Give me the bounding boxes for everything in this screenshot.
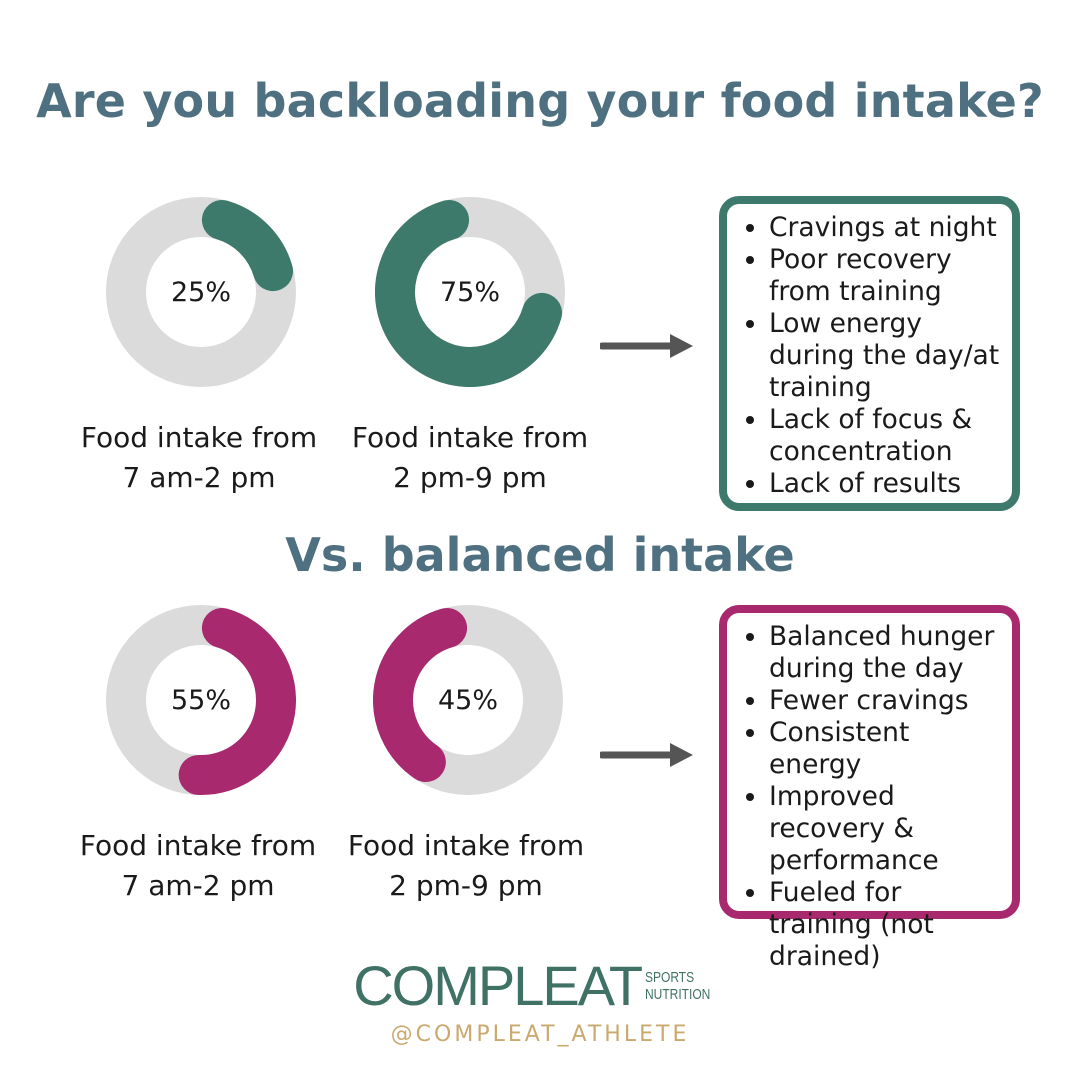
effect-item: Fewer cravings bbox=[769, 685, 1002, 717]
effect-item: Lack of focus & concentration bbox=[769, 404, 1002, 468]
section-subtitle: Vs. balanced intake bbox=[285, 528, 795, 582]
donut-percent-label: 55% bbox=[170, 684, 231, 716]
donut-caption: Food intake from 7 am-2 pm bbox=[59, 418, 339, 498]
donut-svg bbox=[106, 197, 296, 387]
effect-item: Poor recovery from training bbox=[769, 244, 1002, 308]
donut-caption: Food intake from 2 pm-9 pm bbox=[326, 826, 606, 906]
donut-chart-balanced-morning: 55% bbox=[106, 605, 296, 795]
effect-item: Cravings at night bbox=[769, 212, 1002, 244]
effect-item: Consistent energy bbox=[769, 717, 1002, 781]
caption-line: Food intake from bbox=[351, 421, 589, 454]
balanced-effects-list: Balanced hunger during the dayFewer crav… bbox=[737, 621, 1002, 973]
brand-tag-nutrition: NUTRITION bbox=[645, 986, 711, 1003]
backloaded-effects-box: Cravings at nightPoor recovery from trai… bbox=[719, 196, 1020, 511]
page-title: Are you backloading your food intake? bbox=[36, 74, 1044, 128]
donut-track bbox=[106, 197, 296, 387]
caption-line: Food intake from bbox=[80, 421, 318, 454]
brand-logo: COMPLEAT SPORTS NUTRITION bbox=[0, 958, 1080, 1014]
caption-line: Food intake from bbox=[79, 829, 317, 862]
donut-svg bbox=[373, 605, 563, 795]
backloaded-effects-list: Cravings at nightPoor recovery from trai… bbox=[737, 212, 1002, 500]
arrow-right-icon bbox=[600, 743, 693, 767]
caption-line: 2 pm-9 pm bbox=[389, 869, 543, 902]
caption-line: 7 am-2 pm bbox=[122, 461, 276, 494]
donut-percent-label: 45% bbox=[437, 684, 498, 716]
donut-caption: Food intake from 2 pm-9 pm bbox=[330, 418, 610, 498]
effect-item: Low energy during the day/at training bbox=[769, 308, 1002, 404]
effect-item: Improved recovery & performance bbox=[769, 781, 1002, 877]
donut-percent-label: 75% bbox=[439, 276, 500, 308]
brand-name: COMPLEAT bbox=[353, 954, 643, 1017]
donut-percent-label: 25% bbox=[170, 276, 231, 308]
donut-arc bbox=[373, 607, 468, 783]
donut-caption: Food intake from 7 am-2 pm bbox=[58, 826, 338, 906]
donut-chart-backloaded-morning: 25% bbox=[106, 197, 296, 387]
caption-line: Food intake from bbox=[347, 829, 585, 862]
effect-item: Fueled for training (not drained) bbox=[769, 877, 1002, 973]
caption-line: 7 am-2 pm bbox=[121, 869, 275, 902]
caption-line: 2 pm-9 pm bbox=[393, 461, 547, 494]
effect-item: Lack of results bbox=[769, 468, 1002, 500]
donut-svg bbox=[106, 605, 296, 795]
donut-arc bbox=[375, 199, 563, 387]
effect-item: Balanced hunger during the day bbox=[769, 621, 1002, 685]
donut-arc bbox=[178, 607, 296, 795]
brand-tag-sports: SPORTS bbox=[645, 969, 695, 986]
donut-chart-backloaded-evening: 75% bbox=[375, 197, 565, 387]
balanced-effects-box: Balanced hunger during the dayFewer crav… bbox=[719, 605, 1020, 972]
social-handle: @COMPLEAT_ATHLETE bbox=[390, 1022, 690, 1047]
donut-arc bbox=[201, 199, 294, 292]
donut-svg bbox=[375, 197, 565, 387]
donut-chart-balanced-evening: 45% bbox=[373, 605, 563, 795]
arrow-right-icon bbox=[600, 334, 693, 358]
brand-tagline: SPORTS NUTRITION bbox=[645, 969, 710, 1003]
